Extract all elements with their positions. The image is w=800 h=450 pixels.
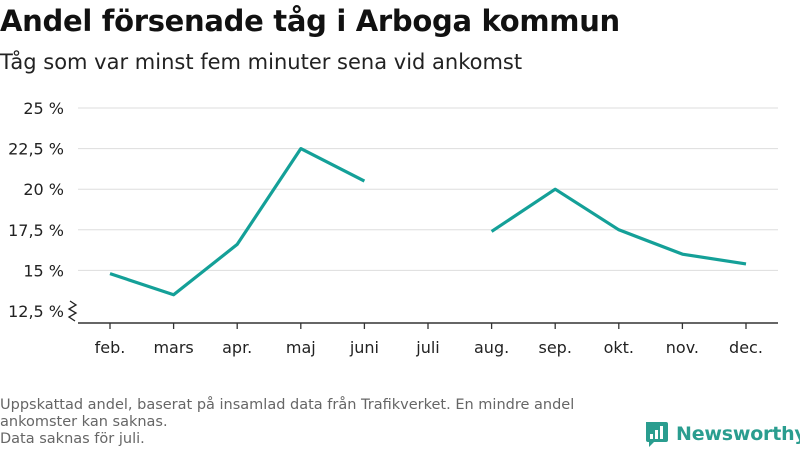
x-tick-label: aug. xyxy=(474,338,509,357)
newsworthy-bar-chart-icon xyxy=(646,422,668,447)
x-tick-label: juni xyxy=(349,338,379,357)
line-chart: 12,5 % 15 % 17,5 % 20 % 22,5 % 25 % feb. mars a… xyxy=(8,99,778,357)
y-tick-label: 12,5 % xyxy=(8,302,64,321)
x-tick-label: nov. xyxy=(666,338,699,357)
x-tick-label: mars xyxy=(153,338,193,357)
footnote-missing: Data saknas för juli. xyxy=(0,431,145,447)
y-axis-ticks: 12,5 % 15 % 17,5 % 20 % 22,5 % 25 % xyxy=(8,99,78,322)
footnote-source: Uppskattad andel, baserat på insamlad da… xyxy=(0,397,575,430)
y-tick-label: 20 % xyxy=(23,180,64,199)
x-tick-label: juli xyxy=(415,338,439,357)
series-lines xyxy=(109,146,747,297)
y-tick-label: 15 % xyxy=(23,261,64,280)
logo-text: Newsworthy xyxy=(676,423,800,445)
x-tick-label: sep. xyxy=(538,338,571,357)
x-tick-label: dec. xyxy=(729,338,763,357)
x-tick-label: apr. xyxy=(222,338,252,357)
series-line-segment xyxy=(109,146,366,297)
y-axis-break-mark xyxy=(67,300,78,322)
chart-title: Andel försenade tåg i Arboga kommun xyxy=(0,4,620,38)
y-tick-label: 17,5 % xyxy=(8,221,64,240)
x-tick-label: feb. xyxy=(95,338,126,357)
footnote: Uppskattad andel, baserat på insamlad da… xyxy=(0,397,630,448)
grid-lines xyxy=(78,107,778,271)
y-tick-label: 22,5 % xyxy=(8,140,64,159)
x-tick-label: okt. xyxy=(604,338,634,357)
y-tick-label: 25 % xyxy=(23,99,64,118)
x-axis: feb. mars apr. maj juni juli aug. sep. okt. nov. d… xyxy=(78,322,778,357)
newsworthy-logo: Newsworthy xyxy=(644,420,800,448)
chart-subtitle: Tåg som var minst fem minuter sena vid a… xyxy=(0,50,523,74)
series-line-segment xyxy=(490,187,747,266)
x-tick-label: maj xyxy=(286,338,316,357)
